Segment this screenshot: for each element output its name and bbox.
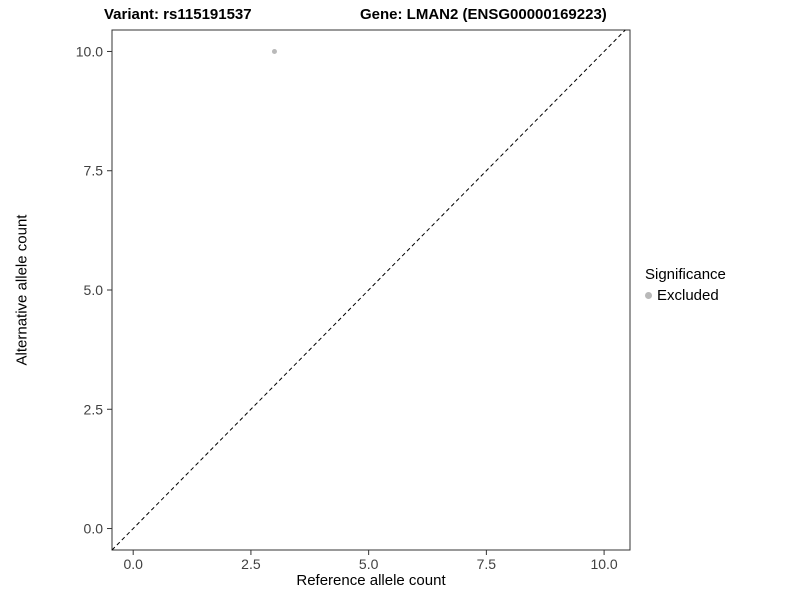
x-tick-label: 2.5 xyxy=(241,556,261,572)
x-tick-label: 5.0 xyxy=(359,556,379,572)
legend-title: Significance xyxy=(645,266,726,283)
legend: Significance Excluded xyxy=(645,266,726,304)
y-axis-label: Alternative allele count xyxy=(13,214,31,366)
x-tick-label: 7.5 xyxy=(477,556,497,572)
x-tick-label: 0.0 xyxy=(123,556,143,572)
y-tick-label: 0.0 xyxy=(84,521,104,537)
legend-entry: Excluded xyxy=(645,287,726,304)
legend-point-icon xyxy=(645,292,652,299)
y-tick-label: 7.5 xyxy=(84,163,104,179)
identity-line xyxy=(111,29,626,551)
x-tick-label: 10.0 xyxy=(590,556,617,572)
plot-title-variant: Variant: rs115191537 xyxy=(104,6,252,23)
plot-title-gene: Gene: LMAN2 (ENSG00000169223) xyxy=(360,6,607,23)
legend-entry-label: Excluded xyxy=(657,287,719,304)
y-tick-label: 10.0 xyxy=(76,43,103,59)
plot-panel xyxy=(111,29,631,551)
y-tick-label: 2.5 xyxy=(84,401,104,417)
data-point xyxy=(271,48,277,54)
x-axis-label: Reference allele count xyxy=(296,572,446,589)
y-tick-label: 5.0 xyxy=(84,282,104,298)
